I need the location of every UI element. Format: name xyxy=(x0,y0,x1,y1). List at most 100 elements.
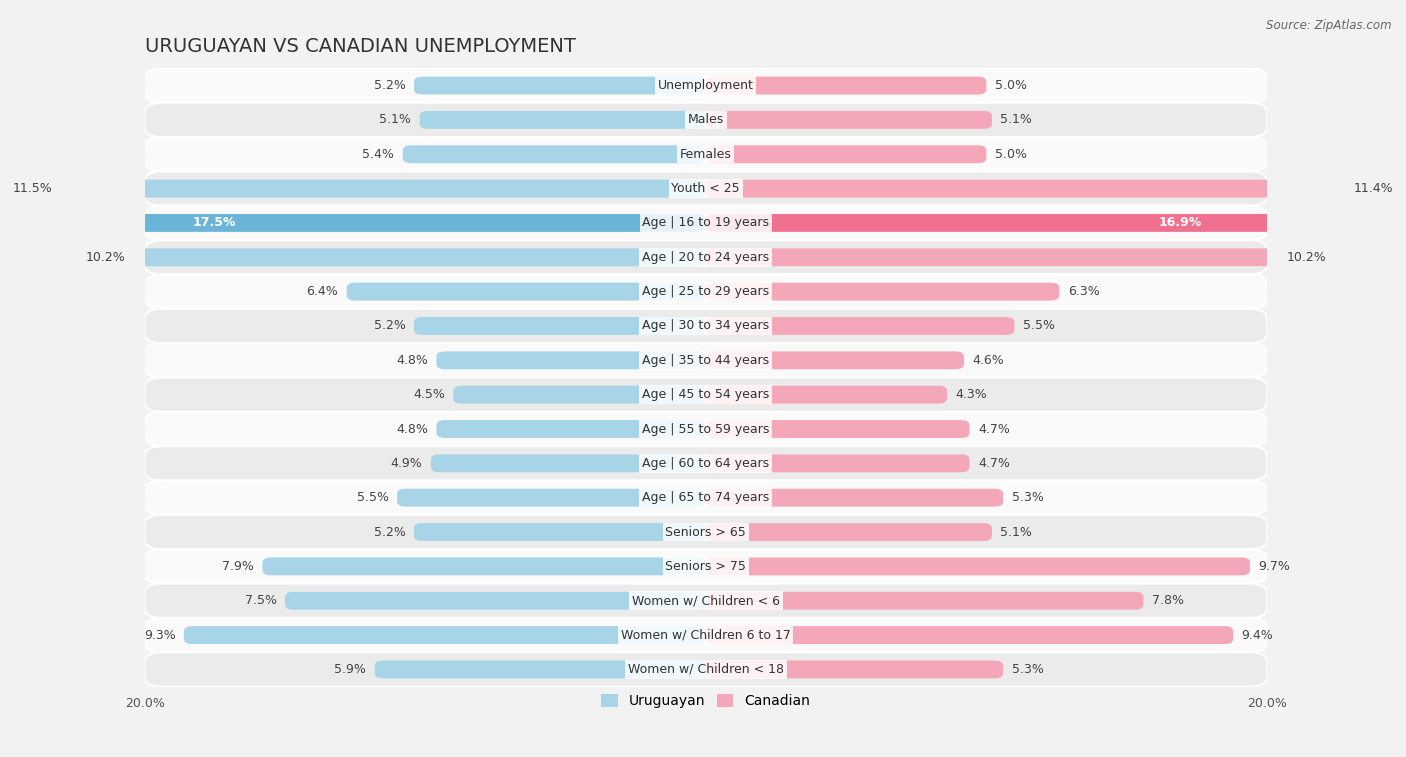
FancyBboxPatch shape xyxy=(134,248,706,266)
FancyBboxPatch shape xyxy=(706,592,1143,609)
FancyBboxPatch shape xyxy=(706,489,1004,506)
FancyBboxPatch shape xyxy=(145,378,1267,412)
Text: 6.4%: 6.4% xyxy=(307,285,339,298)
FancyBboxPatch shape xyxy=(184,626,706,644)
Text: 5.4%: 5.4% xyxy=(363,148,394,160)
FancyBboxPatch shape xyxy=(145,550,1267,584)
Text: Women w/ Children < 18: Women w/ Children < 18 xyxy=(628,663,783,676)
Text: Age | 35 to 44 years: Age | 35 to 44 years xyxy=(643,354,769,367)
FancyBboxPatch shape xyxy=(145,206,1267,240)
Text: 4.6%: 4.6% xyxy=(973,354,1004,367)
Text: 4.7%: 4.7% xyxy=(979,422,1010,435)
FancyBboxPatch shape xyxy=(402,145,706,164)
Text: 10.2%: 10.2% xyxy=(86,251,125,263)
Text: 10.2%: 10.2% xyxy=(1286,251,1326,263)
FancyBboxPatch shape xyxy=(145,412,1267,446)
FancyBboxPatch shape xyxy=(706,661,1004,678)
Text: 5.9%: 5.9% xyxy=(335,663,367,676)
Text: 5.2%: 5.2% xyxy=(374,525,405,538)
Text: Males: Males xyxy=(688,114,724,126)
Text: Females: Females xyxy=(681,148,731,160)
Text: Age | 20 to 24 years: Age | 20 to 24 years xyxy=(643,251,769,263)
Text: 4.3%: 4.3% xyxy=(956,388,987,401)
FancyBboxPatch shape xyxy=(706,351,965,369)
FancyBboxPatch shape xyxy=(706,145,987,164)
Text: 5.3%: 5.3% xyxy=(1011,491,1043,504)
FancyBboxPatch shape xyxy=(419,111,706,129)
FancyBboxPatch shape xyxy=(706,420,970,438)
FancyBboxPatch shape xyxy=(706,214,1406,232)
Text: 7.9%: 7.9% xyxy=(222,560,254,573)
Text: 5.0%: 5.0% xyxy=(995,148,1026,160)
Text: Women w/ Children 6 to 17: Women w/ Children 6 to 17 xyxy=(621,628,790,642)
Text: Source: ZipAtlas.com: Source: ZipAtlas.com xyxy=(1267,19,1392,32)
FancyBboxPatch shape xyxy=(706,386,948,403)
FancyBboxPatch shape xyxy=(145,481,1267,515)
Text: Age | 25 to 29 years: Age | 25 to 29 years xyxy=(643,285,769,298)
FancyBboxPatch shape xyxy=(145,275,1267,309)
Text: 4.5%: 4.5% xyxy=(413,388,444,401)
Text: Age | 55 to 59 years: Age | 55 to 59 years xyxy=(643,422,769,435)
FancyBboxPatch shape xyxy=(145,653,1267,687)
Text: 4.9%: 4.9% xyxy=(391,457,422,470)
Text: 5.3%: 5.3% xyxy=(1011,663,1043,676)
Text: 17.5%: 17.5% xyxy=(193,217,236,229)
FancyBboxPatch shape xyxy=(706,317,1014,335)
FancyBboxPatch shape xyxy=(706,523,993,541)
FancyBboxPatch shape xyxy=(145,171,1267,206)
Text: 11.5%: 11.5% xyxy=(13,182,52,195)
FancyBboxPatch shape xyxy=(145,446,1267,481)
FancyBboxPatch shape xyxy=(0,214,706,232)
Text: 9.7%: 9.7% xyxy=(1258,560,1291,573)
FancyBboxPatch shape xyxy=(145,137,1267,171)
Text: 11.4%: 11.4% xyxy=(1354,182,1393,195)
Text: Age | 60 to 64 years: Age | 60 to 64 years xyxy=(643,457,769,470)
FancyBboxPatch shape xyxy=(347,282,706,301)
Text: 5.2%: 5.2% xyxy=(374,319,405,332)
FancyBboxPatch shape xyxy=(60,179,706,198)
FancyBboxPatch shape xyxy=(396,489,706,506)
FancyBboxPatch shape xyxy=(706,179,1346,198)
FancyBboxPatch shape xyxy=(263,557,706,575)
Text: Age | 16 to 19 years: Age | 16 to 19 years xyxy=(643,217,769,229)
FancyBboxPatch shape xyxy=(413,76,706,95)
FancyBboxPatch shape xyxy=(436,351,706,369)
Text: 7.5%: 7.5% xyxy=(245,594,277,607)
Text: 4.8%: 4.8% xyxy=(396,422,427,435)
Text: 5.1%: 5.1% xyxy=(1001,525,1032,538)
Text: 16.9%: 16.9% xyxy=(1159,217,1202,229)
FancyBboxPatch shape xyxy=(413,317,706,335)
FancyBboxPatch shape xyxy=(706,248,1278,266)
Text: Seniors > 65: Seniors > 65 xyxy=(665,525,747,538)
Text: 9.4%: 9.4% xyxy=(1241,628,1274,642)
FancyBboxPatch shape xyxy=(285,592,706,609)
Text: Age | 45 to 54 years: Age | 45 to 54 years xyxy=(643,388,769,401)
Text: 5.0%: 5.0% xyxy=(995,79,1026,92)
FancyBboxPatch shape xyxy=(413,523,706,541)
Text: 5.5%: 5.5% xyxy=(357,491,388,504)
FancyBboxPatch shape xyxy=(453,386,706,403)
Text: Age | 65 to 74 years: Age | 65 to 74 years xyxy=(643,491,769,504)
FancyBboxPatch shape xyxy=(706,454,970,472)
Text: Youth < 25: Youth < 25 xyxy=(672,182,740,195)
Text: 7.8%: 7.8% xyxy=(1152,594,1184,607)
Text: Unemployment: Unemployment xyxy=(658,79,754,92)
FancyBboxPatch shape xyxy=(145,515,1267,550)
FancyBboxPatch shape xyxy=(706,111,993,129)
FancyBboxPatch shape xyxy=(145,103,1267,137)
Text: 5.2%: 5.2% xyxy=(374,79,405,92)
Text: Seniors > 75: Seniors > 75 xyxy=(665,560,747,573)
FancyBboxPatch shape xyxy=(375,661,706,678)
FancyBboxPatch shape xyxy=(430,454,706,472)
FancyBboxPatch shape xyxy=(706,282,1059,301)
Text: 4.7%: 4.7% xyxy=(979,457,1010,470)
FancyBboxPatch shape xyxy=(145,343,1267,378)
FancyBboxPatch shape xyxy=(145,584,1267,618)
Text: URUGUAYAN VS CANADIAN UNEMPLOYMENT: URUGUAYAN VS CANADIAN UNEMPLOYMENT xyxy=(145,37,575,56)
FancyBboxPatch shape xyxy=(145,68,1267,103)
Legend: Uruguayan, Canadian: Uruguayan, Canadian xyxy=(596,689,815,714)
FancyBboxPatch shape xyxy=(145,618,1267,653)
FancyBboxPatch shape xyxy=(706,76,987,95)
FancyBboxPatch shape xyxy=(706,626,1233,644)
Text: 4.8%: 4.8% xyxy=(396,354,427,367)
